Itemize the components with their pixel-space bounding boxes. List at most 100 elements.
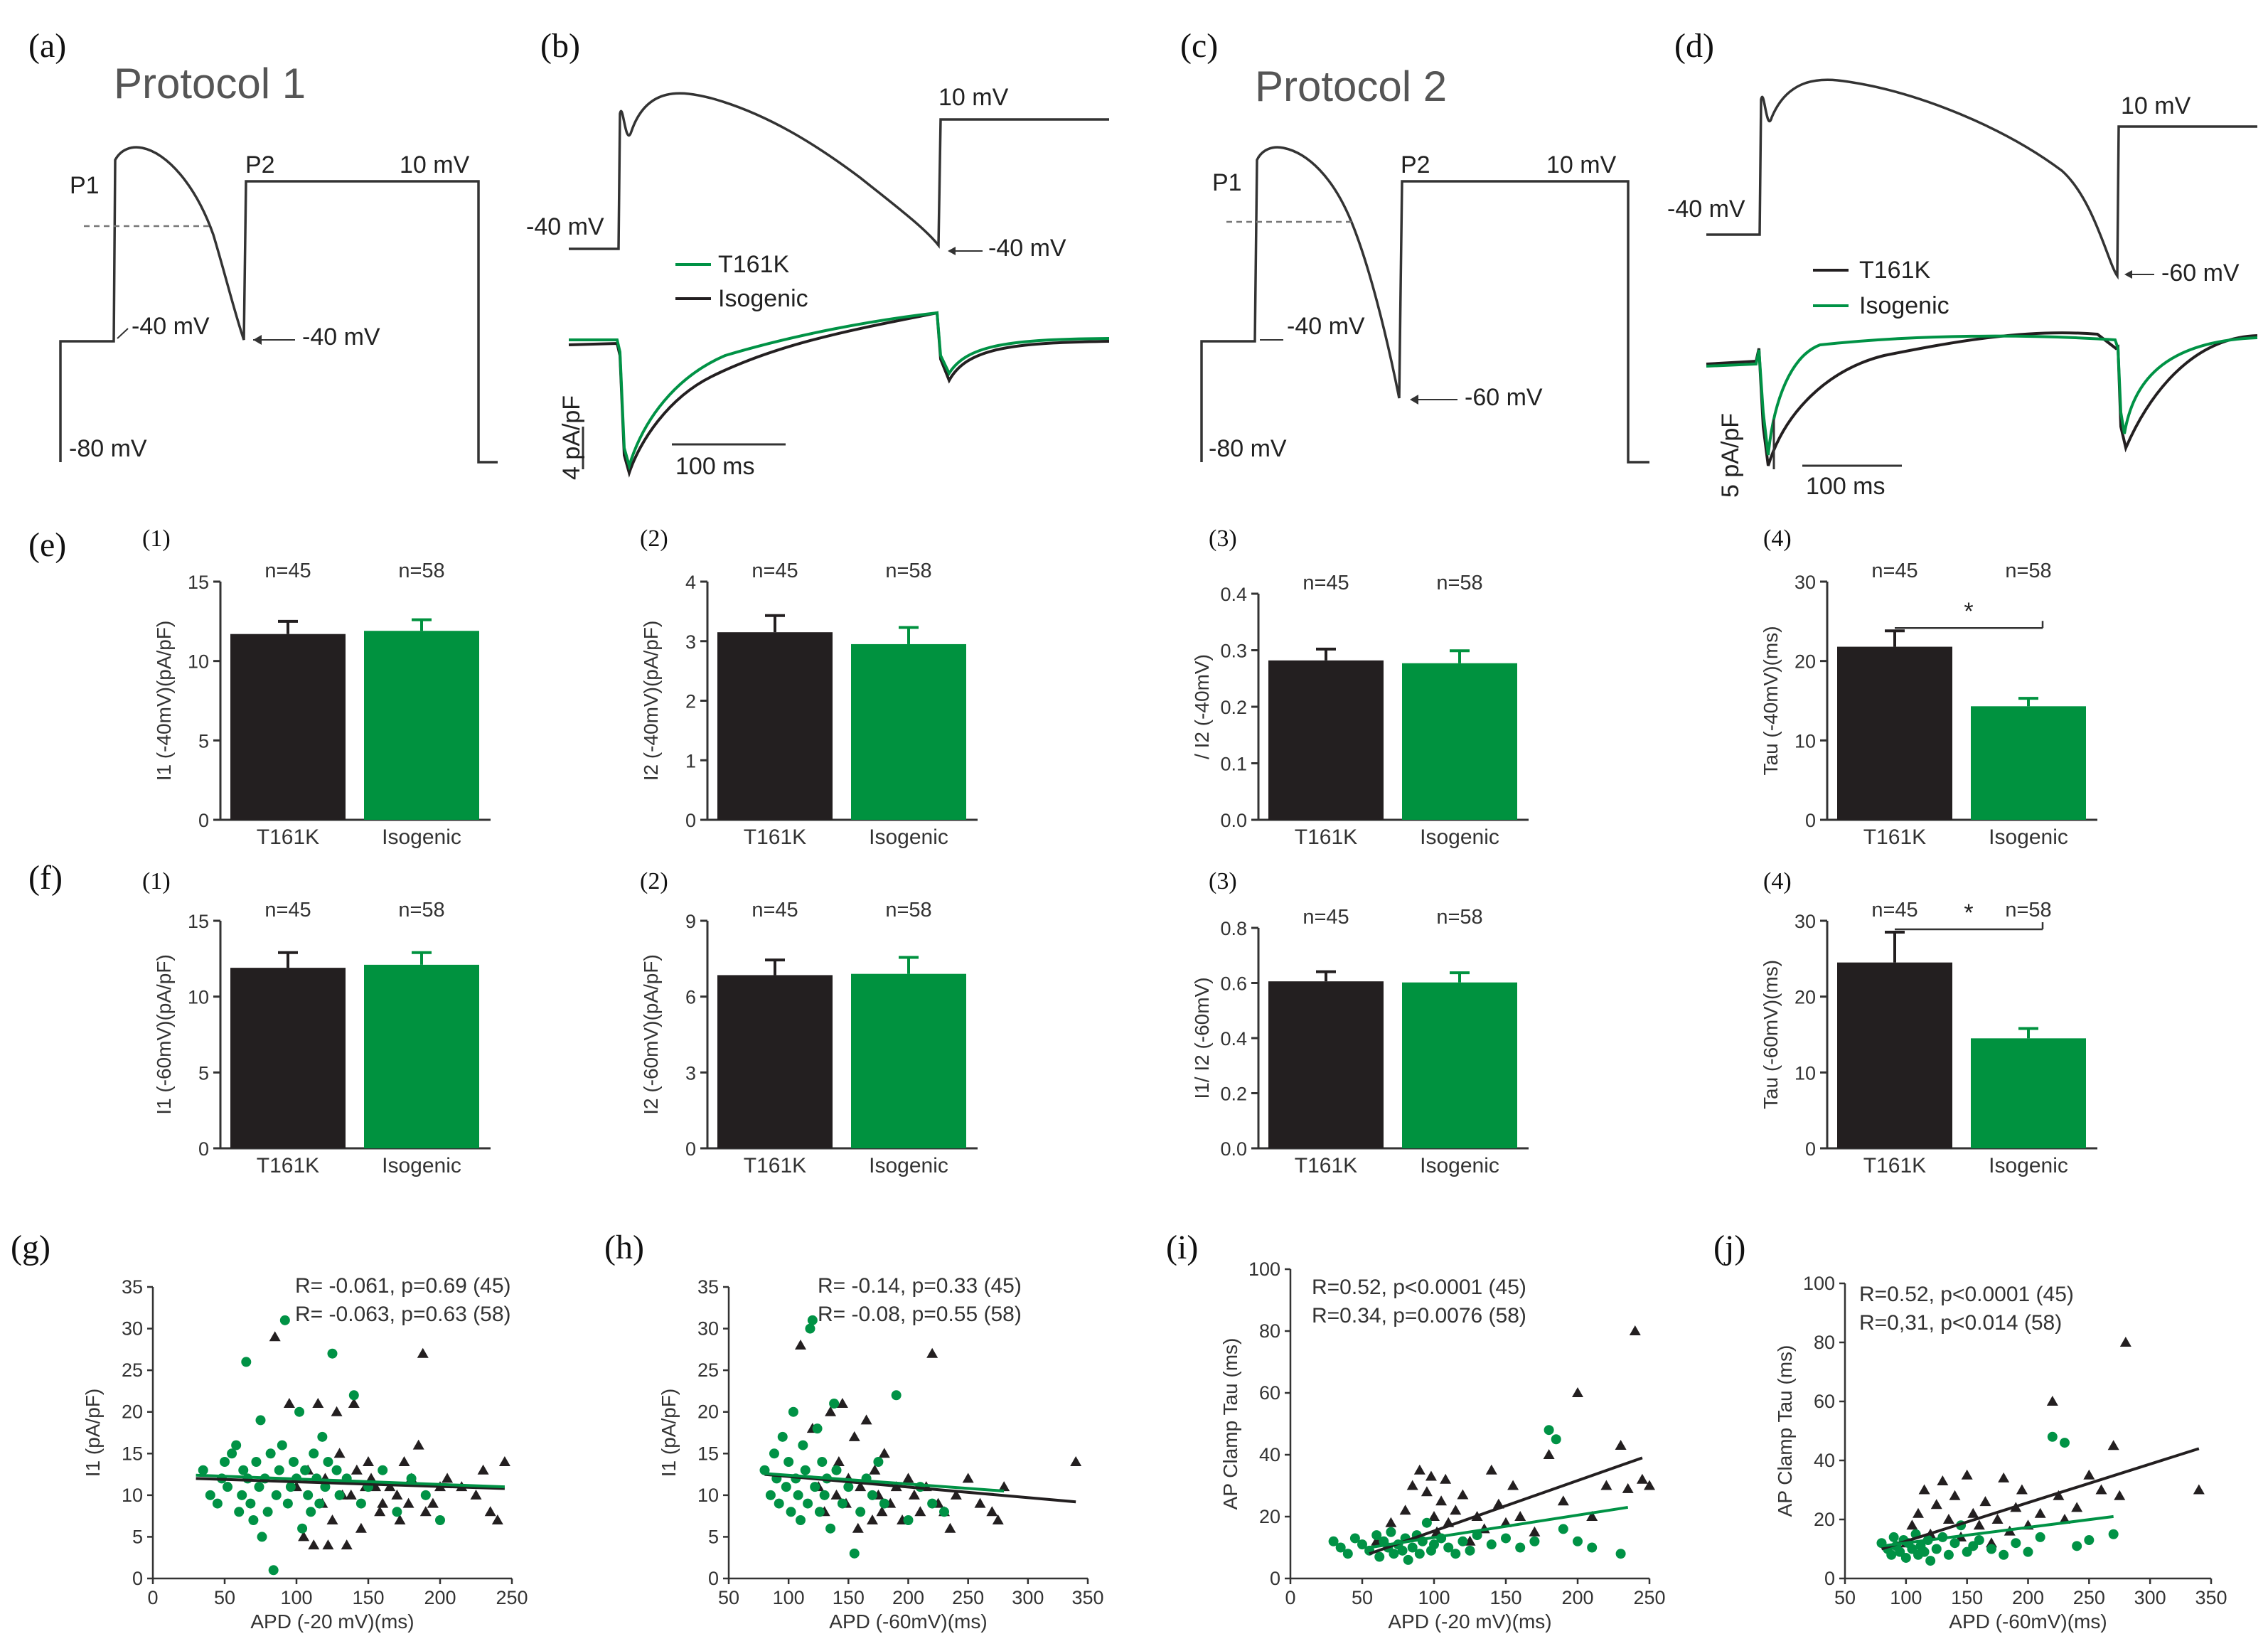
y-tick-label: 10 [1794, 1062, 1816, 1084]
v-10mv-label: 10 mV [400, 151, 470, 178]
d-legend-t161k: T161K [1859, 257, 1930, 284]
ap-clamp-waveform-d [1706, 78, 2257, 280]
point-t161k [944, 1522, 956, 1533]
bar-chart-e4: (4) 0 10 20 30 Tau (-40mV)(ms) T161K n=45 Isogen… [1760, 525, 2097, 849]
point-t161k [398, 1456, 410, 1466]
point-t161k [1949, 1490, 1961, 1500]
point-isogenic [1335, 1542, 1346, 1553]
y-tick-label: 10 [697, 1485, 719, 1506]
point-t161k [333, 1448, 346, 1458]
v-m40-label-a: -40 mV [132, 313, 210, 340]
y-tick-label: 6 [685, 987, 696, 1008]
point-t161k [2071, 1502, 2083, 1512]
bar-t161k [717, 632, 833, 820]
point-isogenic [378, 1465, 388, 1475]
y-tick-label: 3 [685, 631, 696, 653]
point-t161k [355, 1522, 367, 1533]
y-tick-label: 5 [198, 1062, 209, 1084]
point-isogenic [829, 1399, 840, 1409]
scatter-chart-h: 50 100 150 200 250 300 350 0 5 10 15 20 25 30 35 APD (-… [658, 1274, 1104, 1633]
point-t161k [1973, 1519, 1985, 1530]
category-label: T161K [257, 1154, 319, 1177]
point-t161k [876, 1506, 888, 1517]
point-t161k [795, 1340, 806, 1350]
subpanel-label: (1) [142, 868, 171, 894]
point-isogenic [1403, 1554, 1413, 1565]
point-isogenic [1925, 1556, 1936, 1566]
c-p2-label: P2 [1401, 151, 1430, 178]
panel-c-title: Protocol 2 [1255, 63, 1447, 110]
point-isogenic [231, 1440, 242, 1450]
y-tick-label: 0.6 [1220, 973, 1247, 995]
n-label: n=45 [751, 560, 798, 582]
point-isogenic [1349, 1533, 1360, 1544]
point-isogenic [2035, 1532, 2045, 1542]
point-isogenic [1919, 1546, 1930, 1557]
x-tick-label: 0 [1285, 1587, 1295, 1608]
p2-label: P2 [245, 151, 275, 178]
point-isogenic [237, 1490, 247, 1500]
fit-line-t161k [196, 1477, 505, 1490]
point-isogenic [1999, 1549, 2009, 1560]
point-isogenic [1342, 1549, 1353, 1559]
bar-chart-e1: (1) 0 5 10 15 I1 (-40mV)(pA/pF) T161K n=45 Isoge… [142, 525, 491, 849]
point-isogenic [873, 1457, 884, 1467]
x-tick-label: 250 [2073, 1587, 2105, 1608]
point-t161k [1600, 1480, 1612, 1490]
point-t161k [1906, 1519, 1918, 1530]
y-tick-label: 10 [188, 987, 209, 1008]
point-isogenic [227, 1448, 237, 1459]
y-axis-label: I2 (-60mV)(pA/pF) [640, 954, 662, 1115]
y-tick-label: 20 [1259, 1506, 1280, 1527]
point-isogenic [1328, 1536, 1339, 1546]
p1-label: P1 [70, 172, 100, 199]
y-tick-label: 30 [1794, 911, 1816, 932]
point-isogenic [803, 1498, 813, 1509]
point-isogenic [274, 1465, 284, 1475]
point-isogenic [1472, 1530, 1482, 1541]
point-isogenic [1450, 1549, 1461, 1559]
point-isogenic [812, 1423, 823, 1434]
point-isogenic [1587, 1542, 1598, 1553]
panel-label-i: (i) [1166, 1229, 1198, 1266]
panel-label-f: (f) [28, 859, 63, 897]
x-tick-label: 350 [1071, 1587, 1103, 1608]
point-isogenic [300, 1465, 311, 1475]
point-isogenic [810, 1482, 820, 1492]
point-isogenic [1886, 1549, 1897, 1560]
point-isogenic [1465, 1545, 1475, 1556]
point-t161k [1998, 1472, 2010, 1482]
n-label: n=45 [1871, 899, 1917, 921]
bar-isogenic [1971, 706, 2086, 820]
stats-t161k: R=0.52, p<0.0001 (45) [1859, 1283, 2074, 1306]
point-isogenic [306, 1507, 316, 1517]
point-isogenic [825, 1523, 836, 1534]
d-v-left: -40 mV [1667, 196, 1745, 223]
panel-label-a: (a) [28, 27, 66, 65]
bar-t161k [1837, 646, 1952, 820]
point-t161k [326, 1514, 338, 1524]
point-t161k [1918, 1484, 1930, 1495]
point-isogenic [783, 1457, 794, 1467]
y-tick-label: 15 [697, 1443, 719, 1464]
point-t161k [351, 1464, 363, 1475]
n-label: n=45 [264, 899, 311, 921]
panel-b: (b) -40 mV 10 mV -40 mV T161K Isogenic 4… [526, 27, 1110, 480]
y-tick-label: 4 [685, 572, 696, 593]
point-isogenic [251, 1457, 262, 1467]
b-scale-y: 4 pA/pF [558, 395, 585, 480]
point-isogenic [800, 1465, 811, 1475]
c-v-10mv: 10 mV [1546, 151, 1617, 178]
point-isogenic [277, 1440, 287, 1450]
point-isogenic [205, 1490, 215, 1500]
y-tick-label: 100 [1803, 1273, 1835, 1294]
point-isogenic [320, 1482, 331, 1492]
y-axis-label: I1 (pA/pF) [82, 1389, 104, 1477]
point-t161k [1413, 1464, 1425, 1475]
point-isogenic [1529, 1536, 1540, 1546]
y-tick-label: 35 [697, 1276, 719, 1298]
n-label: n=45 [1303, 906, 1349, 929]
point-t161k [1428, 1511, 1440, 1521]
y-tick-label: 0 [1824, 1568, 1835, 1589]
y-tick-label: 100 [1248, 1259, 1280, 1280]
